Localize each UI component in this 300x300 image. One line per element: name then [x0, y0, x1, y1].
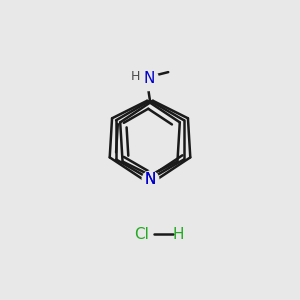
Text: H: H	[172, 227, 184, 242]
Text: Cl: Cl	[134, 227, 149, 242]
Text: N: N	[144, 172, 156, 187]
Text: N: N	[144, 71, 155, 86]
Text: H: H	[130, 70, 140, 83]
Text: N: N	[144, 172, 156, 187]
